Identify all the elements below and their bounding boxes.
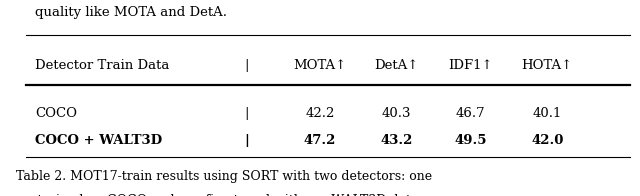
Text: MOTA↑: MOTA↑ — [293, 59, 347, 72]
Text: pretrained on COCO and one fine-tuned with our WALT3D data.: pretrained on COCO and one fine-tuned wi… — [16, 194, 422, 196]
Text: quality like MOTA and DetA.: quality like MOTA and DetA. — [35, 6, 227, 19]
Text: 46.7: 46.7 — [456, 107, 485, 120]
Text: |: | — [244, 107, 249, 120]
Text: COCO: COCO — [35, 107, 77, 120]
Text: 42.0: 42.0 — [531, 134, 563, 147]
Text: IDF1↑: IDF1↑ — [448, 59, 493, 72]
Text: Table 2. MOT17-train results using SORT with two detectors: one: Table 2. MOT17-train results using SORT … — [16, 170, 432, 182]
Text: |: | — [244, 59, 249, 72]
Text: DetA↑: DetA↑ — [374, 59, 419, 72]
Text: COCO + WALT3D: COCO + WALT3D — [35, 134, 163, 147]
Text: 40.3: 40.3 — [382, 107, 412, 120]
Text: 40.1: 40.1 — [532, 107, 562, 120]
Text: 42.2: 42.2 — [305, 107, 335, 120]
Text: HOTA↑: HOTA↑ — [522, 59, 573, 72]
Text: |: | — [244, 134, 249, 147]
Text: 47.2: 47.2 — [304, 134, 336, 147]
Text: 49.5: 49.5 — [454, 134, 486, 147]
Text: Detector Train Data: Detector Train Data — [35, 59, 170, 72]
Text: 43.2: 43.2 — [381, 134, 413, 147]
